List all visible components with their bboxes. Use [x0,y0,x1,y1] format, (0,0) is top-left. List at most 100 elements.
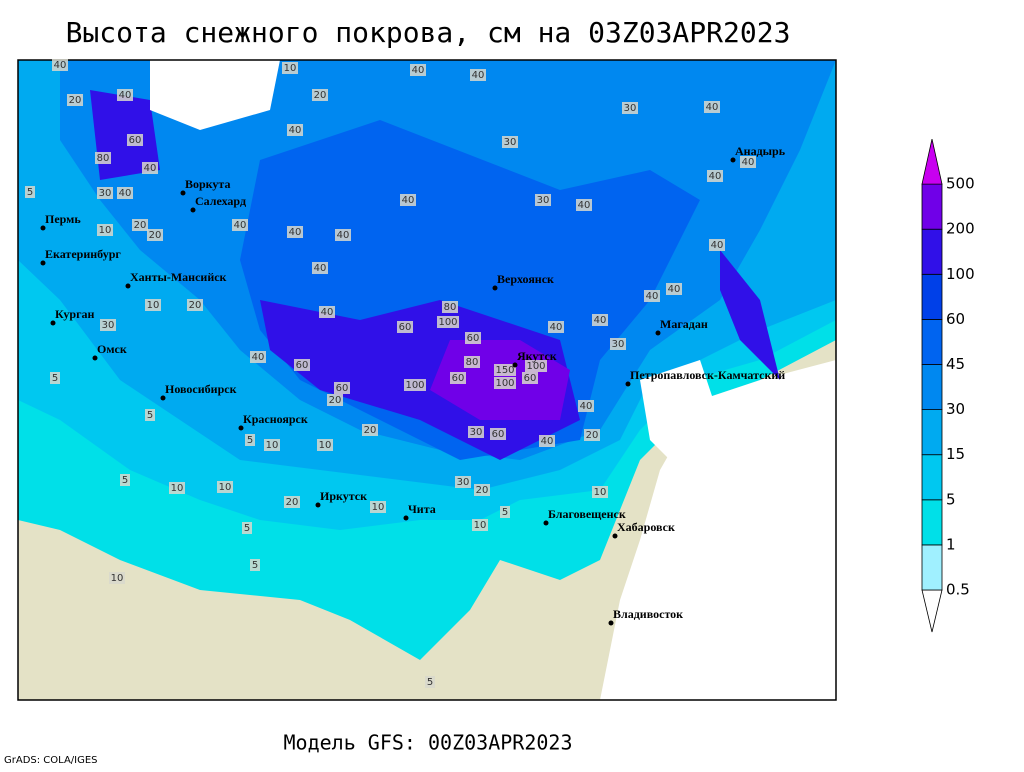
contour-label: 100 [526,361,545,372]
contour-label-box [52,59,68,71]
contour-label-box [312,262,328,274]
contour-label-box [250,351,266,363]
city-dot [403,515,409,521]
contour-label-box [525,360,547,372]
contour-label-box [117,89,133,101]
contour-label: 10 [474,520,487,531]
contour-label: 40 [289,227,302,238]
sea [640,360,720,470]
contour-label-box [187,299,203,311]
contour-label: 5 [247,435,253,446]
contour-label: 100 [438,317,457,328]
contour-label: 20 [134,220,147,231]
legend-label: 30 [946,400,965,418]
contour-label-box [127,134,143,146]
city-label: Салехард [195,194,246,208]
contour-label-box [145,299,161,311]
contour-label-box [232,219,248,231]
city-dot [543,520,549,526]
contour-label-box [592,314,608,326]
contour-label-box [404,379,426,391]
contour-label: 40 [550,322,563,333]
sea [150,60,280,130]
contour-label-box [335,229,351,241]
contour-label: 5 [502,507,508,518]
contour-label: 5 [122,475,128,486]
contour-label: 40 [711,240,724,251]
city-label: Хабаровск [617,520,675,534]
contour-label: 80 [97,153,110,164]
contour-label: 30 [537,195,550,206]
contour-label-box [464,356,480,368]
legend-label: 200 [946,220,975,238]
map-frame [17,59,837,701]
contour-label: 5 [244,523,250,534]
legend-band [921,409,943,456]
contour-label-box [245,434,255,446]
contour-label-box [442,301,458,313]
contour-label: 40 [594,315,607,326]
city-dot [238,425,244,431]
contour-label-box [334,382,350,394]
contour-label: 60 [399,322,412,333]
contour-label-box [294,359,310,371]
contour-label-box [117,187,133,199]
contour-label-box [67,94,83,106]
contour-label-box [97,187,113,199]
contour-label: 30 [612,339,625,350]
contour-label: 60 [467,333,480,344]
legend-band [921,454,943,501]
contour-label: 40 [412,65,425,76]
contour-label: 40 [580,401,593,412]
contour-label: 40 [54,60,67,71]
legend-band [921,499,943,546]
contour-label-box [132,219,148,231]
city-label: Верхоянск [497,272,554,286]
contour-label-box [494,377,516,389]
contour-label-box [410,64,426,76]
city-dot [160,395,166,401]
contour-label-box [100,319,116,331]
model-caption: Модель GFS: 00Z03APR2023 [284,731,573,755]
contour-label-box [468,426,484,438]
city-label: Петропавловск-Камчатский [630,368,785,382]
city-label: Владивосток [613,607,683,621]
city-dot [655,330,661,336]
contour-label: 40 [709,171,722,182]
legend-label: 1 [946,535,956,553]
contour-label-box [576,199,592,211]
contour-label-box [282,62,298,74]
contour-label: 60 [336,383,349,394]
contour-label: 40 [742,157,755,168]
contour-label-box [502,136,518,148]
contour-label-box [709,239,725,251]
contour-label-box [50,372,60,384]
contour-label: 40 [578,200,591,211]
contour-label: 30 [102,320,115,331]
contour-label-box [250,559,260,571]
city-label: Ханты-Мансийск [130,270,227,284]
contour-label-box [317,439,333,451]
contour-label-box [592,486,608,498]
contour-label-box [704,101,720,113]
contour-label: 20 [149,230,162,241]
contour-label: 40 [321,307,334,318]
city-dot [608,620,614,626]
city-label: Чита [408,502,436,516]
contour-label: 20 [189,300,202,311]
legend-label: 15 [946,445,965,463]
contour-label: 10 [219,482,232,493]
legend-label: 0.5 [946,581,970,599]
contour-label: 5 [427,677,433,688]
contour-label-box [312,89,328,101]
contour-label-box [622,102,638,114]
city-label: Магадан [660,317,708,331]
contour-label-box [584,429,600,441]
contour-label-box [145,409,155,421]
city-label: Новосибирск [165,382,237,396]
contour-label: 60 [129,135,142,146]
city-dot [190,207,196,213]
contour-label: 40 [144,163,157,174]
